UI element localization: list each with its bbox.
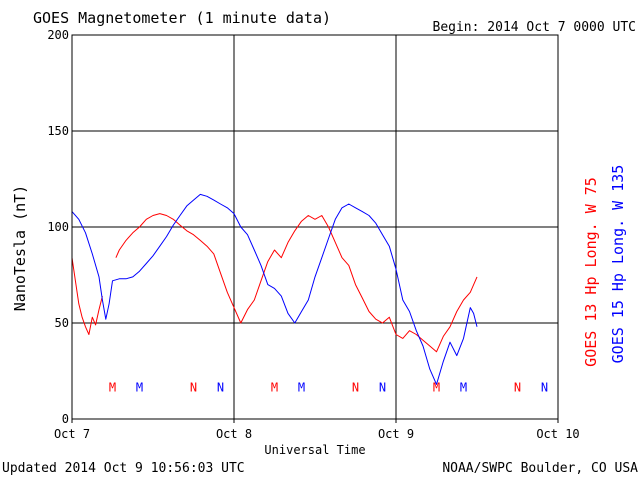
x-tick-label: Oct 10 [536,427,579,441]
series-goes13-line [115,213,478,353]
chart-title: GOES Magnetometer (1 minute data) [33,9,331,27]
y-tick-label: 50 [55,316,69,330]
midnight-marker: M [109,380,116,394]
noon-marker: N [217,380,224,394]
series-lines [71,193,478,385]
noon-marker: N [541,380,548,394]
legend-goes15: GOES 15 Hp Long. W 135 [609,165,627,364]
midnight-marker: M [460,380,467,394]
noon-marker: N [190,380,197,394]
y-axis-label: NanoTesla (nT) [11,185,29,311]
plot-frame [71,34,559,420]
x-axis-label: Universal Time [264,443,365,457]
noon-marker: N [352,380,359,394]
y-tick-labels: 0 50 100 150 200 [47,28,69,426]
noon-marker: N [379,380,386,394]
x-tick-label: Oct 7 [54,427,90,441]
x-tick-label: Oct 9 [378,427,414,441]
midnight-marker: M [136,380,143,394]
noon-marker: N [514,380,521,394]
x-tick-label: Oct 8 [216,427,252,441]
y-tick-label: 200 [47,28,69,42]
updated-timestamp: Updated 2014 Oct 9 10:56:03 UTC [2,461,245,476]
legend-goes13: GOES 13 Hp Long. W 75 [582,177,600,367]
y-tick-label: 0 [62,412,69,426]
y-tick-label: 150 [47,124,69,138]
x-tick-labels: Oct 7 Oct 8 Oct 9 Oct 10 [54,419,580,441]
midnight-marker: M [271,380,278,394]
y-tick-label: 100 [47,220,69,234]
begin-label: Begin: 2014 Oct 7 0000 UTC [433,20,637,35]
grid [72,35,558,419]
midnight-marker: M [298,380,305,394]
midnight-marker: M [433,380,440,394]
credit-label: NOAA/SWPC Boulder, CO USA [442,461,638,476]
series-goes15-line [71,193,478,385]
series-goes13-line [71,257,103,335]
